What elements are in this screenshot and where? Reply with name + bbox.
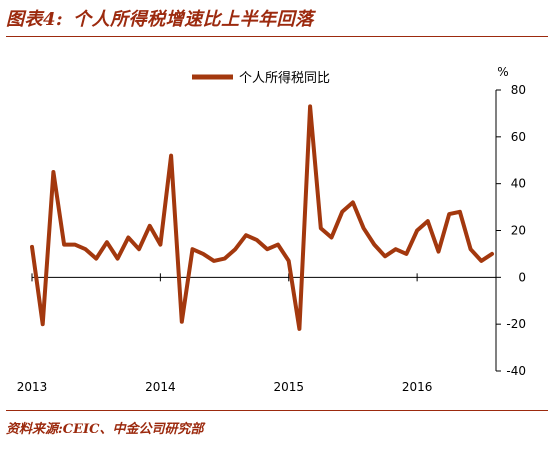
y-tick-label: -40 [506, 364, 526, 378]
y-tick-label: 60 [511, 130, 526, 144]
y-tick-label: 20 [511, 224, 526, 238]
legend-label: 个人所得税同比 [239, 70, 330, 86]
source-rule [6, 410, 548, 411]
series-line [30, 104, 494, 331]
y-tick-label: 40 [511, 177, 526, 191]
y-tick-label: -20 [506, 317, 526, 331]
x-tick-label: 2013 [17, 380, 48, 394]
figure-title: 个人所得税增速比上半年回落 [73, 9, 314, 30]
title-underline [6, 36, 548, 37]
y-tick-label: 0 [518, 270, 526, 284]
figure-label: 图表4: [6, 9, 64, 30]
legend: 个人所得税同比 [192, 70, 330, 86]
series-group [30, 104, 494, 331]
chart-title: 图表4: 个人所得税增速比上半年回落 [6, 5, 314, 31]
axes: 80 60 40 20 0 -20 -40% 2013 2014 2015 2016 [17, 65, 526, 394]
x-tick-label: 2014 [145, 380, 176, 394]
x-tick-label: 2015 [273, 380, 304, 394]
source-note: 资料来源:CEIC、中金公司研究部 [6, 422, 204, 437]
x-tick-label: 2016 [402, 380, 433, 394]
y-unit-label: % [497, 65, 508, 79]
y-tick-label: 80 [511, 83, 526, 97]
